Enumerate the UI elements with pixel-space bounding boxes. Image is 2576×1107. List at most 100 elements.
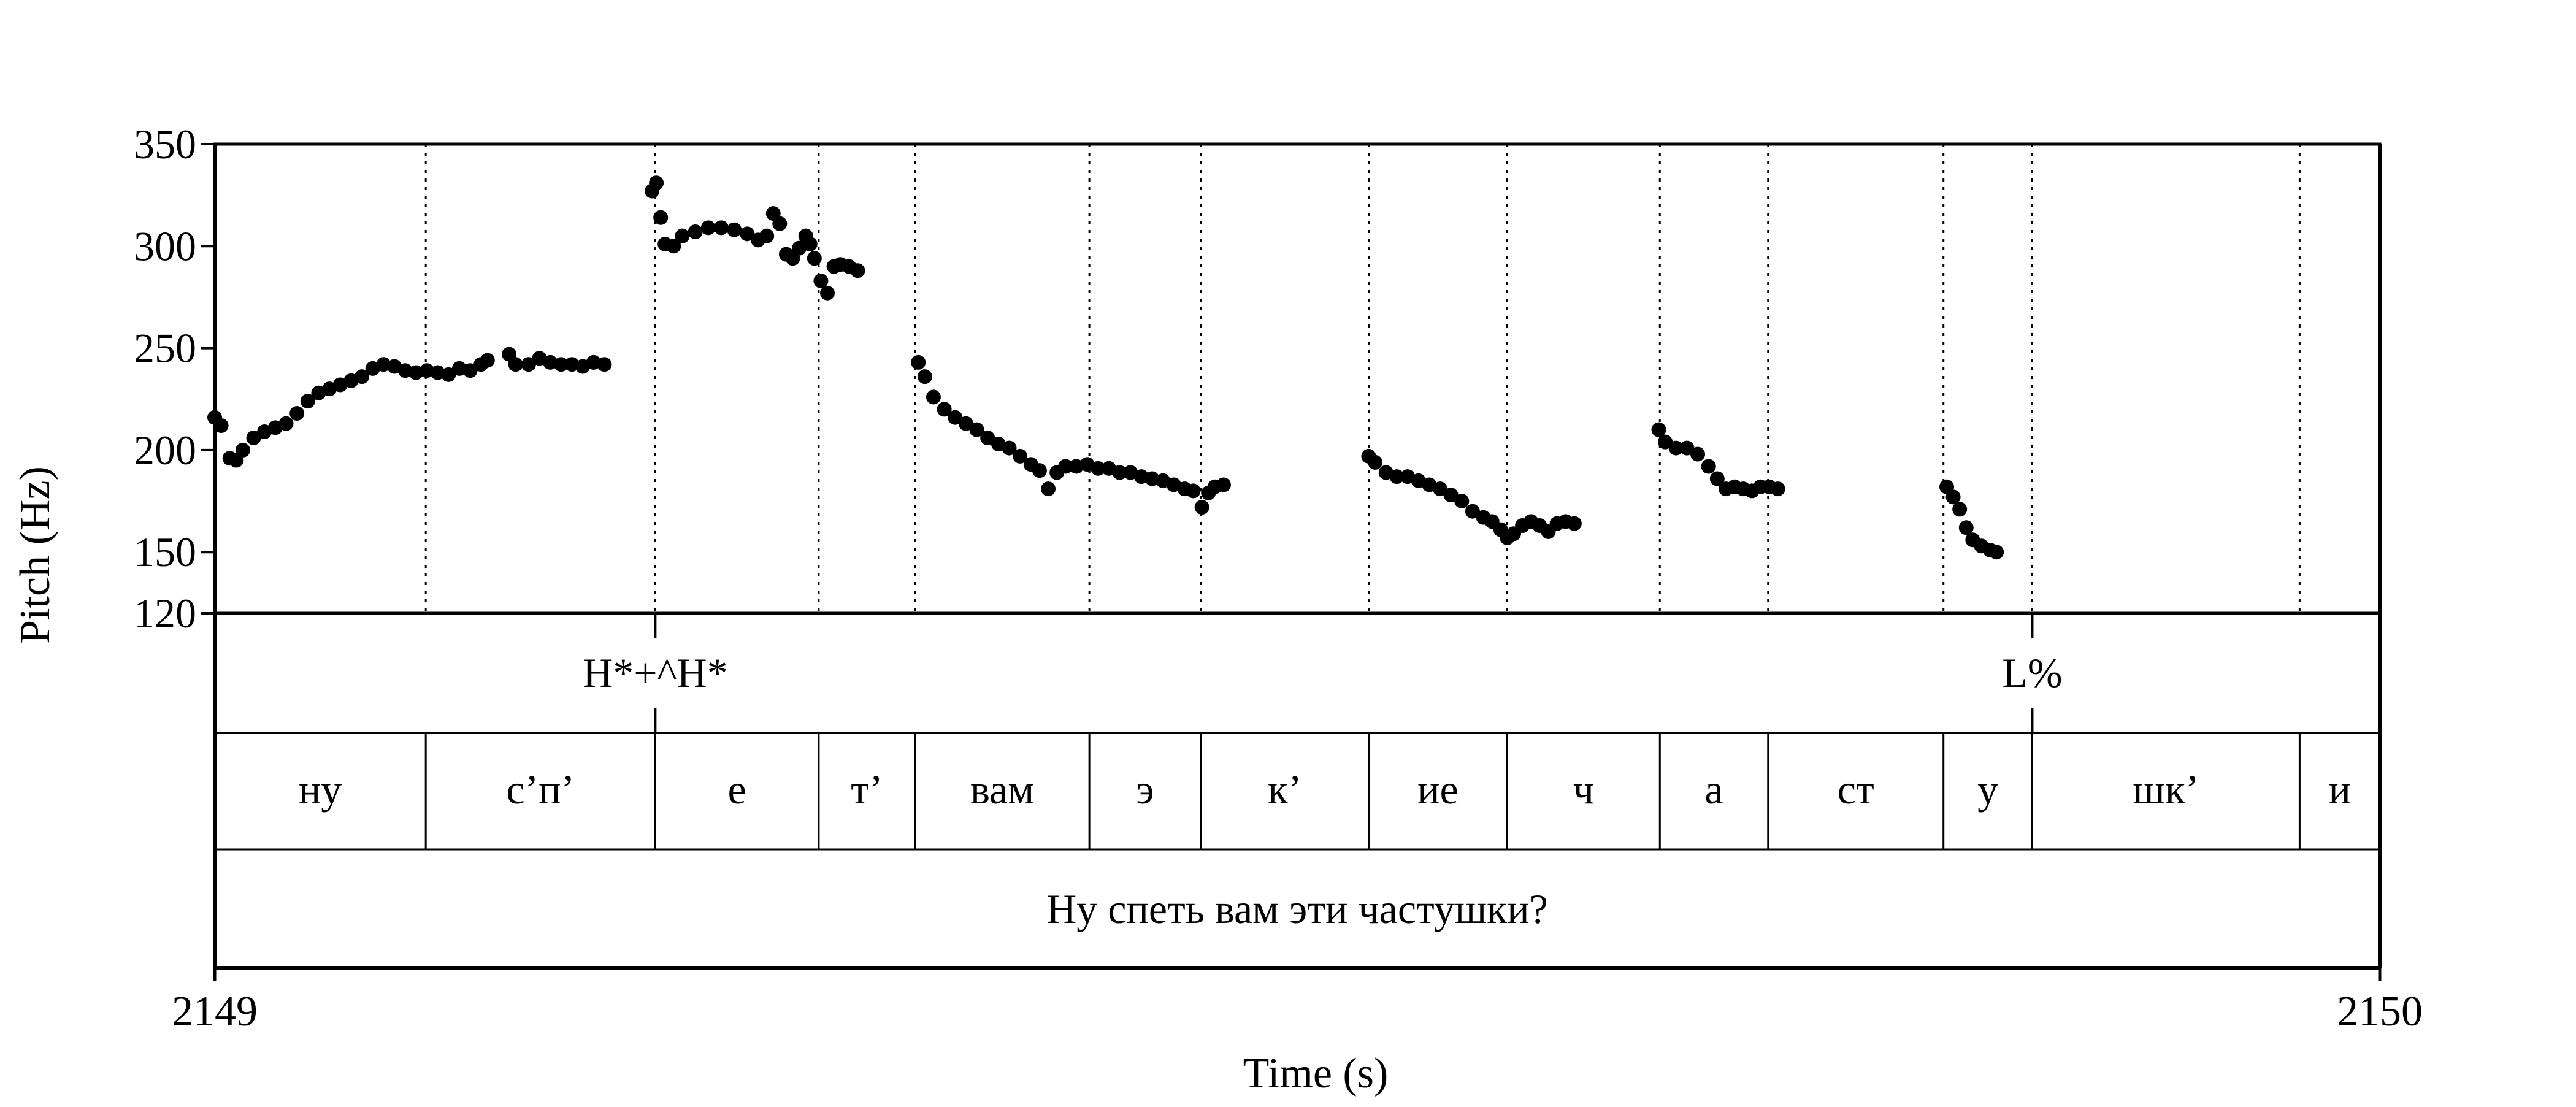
pitch-point [553,357,569,372]
pitch-point [653,210,669,225]
pitch-point [819,285,835,301]
pitch-point [1952,502,1968,517]
y-tick-label: 250 [134,325,196,372]
segment-label: а [1704,766,1723,813]
axes: Pitch (Hz) Time (s) 350 300 250 200 150 120 21… [12,121,2423,1097]
x-tick-label: 2149 [172,988,258,1035]
pitch-point [727,222,742,237]
pitch-points [207,175,2004,560]
segment-label: ие [1417,766,1459,813]
pitch-point [235,442,250,458]
pitch-point [969,422,984,437]
pitch-point [1454,494,1470,509]
y-tick-label: 120 [134,590,196,637]
pitch-point [813,273,829,288]
pitch-point [802,236,818,251]
x-tick-label: 2150 [2337,988,2423,1035]
pitch-point [948,410,963,425]
pitch-point [1368,454,1383,470]
pitch-point [1002,440,1017,456]
segment-label: вам [970,766,1034,813]
pitch-point [1186,483,1201,499]
pitch-point [1651,422,1666,437]
segment-label: у [1977,766,1998,813]
pitch-point [1443,488,1459,503]
pitch-point [1658,434,1673,450]
pitch-point [1032,463,1047,478]
pitch-point [462,363,478,378]
pitch-point [1041,481,1056,497]
tone-label: L% [2002,649,2062,696]
pitch-point [1945,489,1961,505]
pitch-point [441,367,456,382]
pitch-point [1701,459,1716,474]
y-tick-label: 200 [134,427,196,473]
segment-label: и [2328,766,2350,813]
pitch-point [1058,459,1073,474]
pitch-point [1709,471,1725,486]
segment-label: э [1136,766,1154,813]
pitch-point [278,416,294,431]
pitch-point [1013,448,1028,464]
pitch-point [213,418,229,433]
frames [213,142,2382,970]
pitch-point [714,220,729,236]
segment-label: ст [1838,766,1874,813]
pitch-point [980,430,995,445]
pitch-point [688,224,703,240]
pitch-point [772,216,788,231]
pitch-point [1679,440,1695,456]
y-tick-label: 300 [134,223,196,269]
pitch-point [1989,545,2004,560]
y-tick-label: 150 [134,529,196,575]
pitch-point [289,406,305,421]
pitch-point [740,226,755,242]
segment-label: е [728,766,746,813]
pitch-point [480,353,495,368]
pitch-panel-frame [213,142,2382,615]
pitch-point [649,175,664,191]
pitch-point [926,389,941,405]
pitch-point [700,220,716,236]
pitch-point [1770,481,1785,497]
pitch-point [1389,469,1405,485]
pitch-point [1091,461,1106,476]
boundary-lines [424,144,2301,849]
pitch-point [807,251,822,266]
segment-label: ну [299,766,342,813]
segment-label: шк’ [2133,766,2199,813]
pitch-point [1194,500,1209,515]
pitch-point [850,263,865,278]
segment-label: с’п’ [506,766,575,813]
y-axis-label: Pitch (Hz) [12,466,59,644]
x-axis-label: Time (s) [1243,1050,1389,1097]
segment-label: т’ [851,766,883,813]
pitch-point [1465,504,1480,519]
pitch-point [355,369,370,385]
pitch-point [521,357,536,372]
tone-label: H*+^H* [583,649,727,696]
pitch-point [508,357,523,372]
pitch-point [917,369,932,385]
segment-label: ч [1573,766,1594,813]
pitch-point [958,416,973,431]
pitch-point [1668,440,1684,456]
pitch-point [1112,465,1127,480]
pitch-point [911,354,926,370]
pitch-point [675,228,690,243]
pitch-point [1432,481,1447,497]
pitch-point [937,402,952,417]
pitch-point [1958,520,1974,535]
y-tick-label: 350 [134,121,196,167]
pitch-point [300,394,315,409]
pitch-point [597,357,612,372]
pitch-point [1216,477,1231,492]
sentence-label: Ну спеть вам эти частушки? [1046,886,1548,932]
pitch-point [246,430,261,445]
pitch-point [759,228,775,243]
pitch-point [1566,516,1582,531]
segment-label: к’ [1268,766,1302,813]
pitch-point [1690,446,1706,462]
